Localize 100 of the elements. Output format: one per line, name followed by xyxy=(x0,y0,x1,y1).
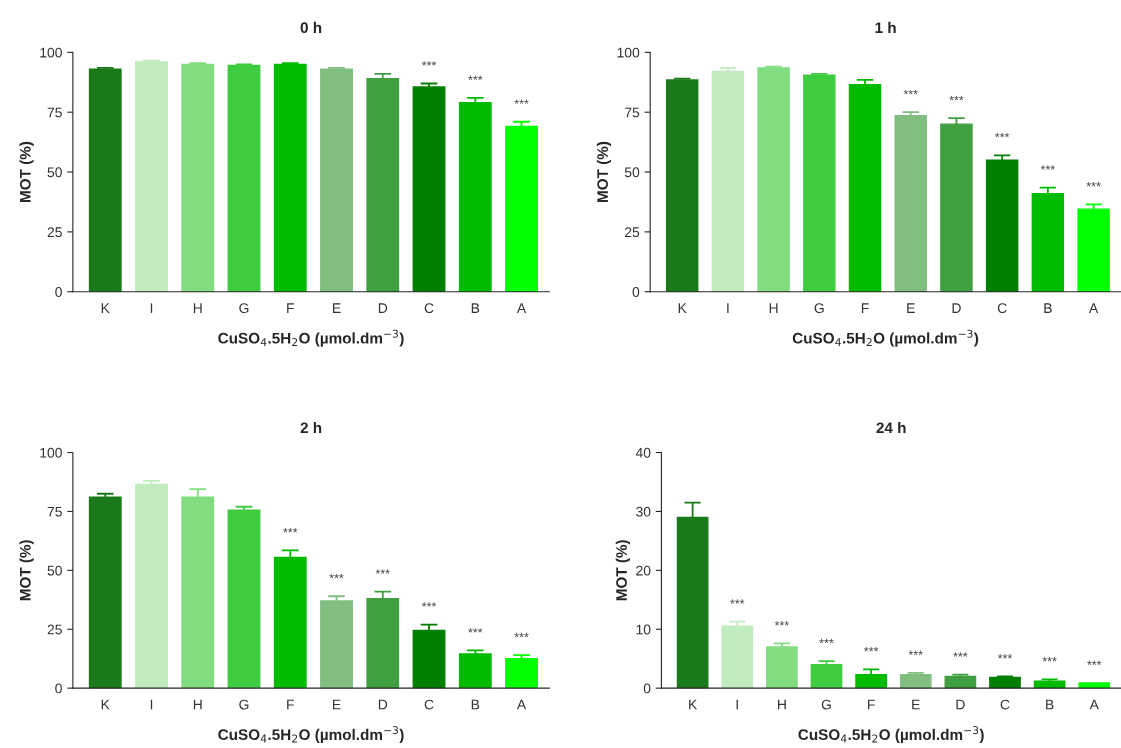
y-tick-label: 100 xyxy=(40,47,62,58)
bar xyxy=(1031,192,1065,292)
x-axis-title: CuSO$_{4}$.5H$_{2}$O (µmol.dm$^{−3}$) xyxy=(218,726,404,744)
x-tick-label: G xyxy=(821,699,831,710)
bar xyxy=(458,653,492,689)
bar xyxy=(985,159,1019,292)
bar xyxy=(989,676,1021,689)
bar xyxy=(366,77,400,292)
bar xyxy=(810,663,843,689)
x-tick-label: B xyxy=(471,699,480,710)
bar xyxy=(665,79,699,292)
x-tick-label: D xyxy=(378,303,388,313)
y-tick-label: 10 xyxy=(636,624,651,635)
x-tick-label: H xyxy=(777,699,786,710)
annotation: *** xyxy=(421,602,437,607)
y-tick-label: 0 xyxy=(643,683,651,694)
x-tick-label: E xyxy=(333,699,341,710)
y-tick-label: 75 xyxy=(625,107,640,118)
bar xyxy=(1077,208,1110,292)
x-axis-title: CuSO$_{4}$.5H$_{2}$O (µmol.dm$^{−3}$) xyxy=(792,329,979,347)
chart-title: 0 h xyxy=(300,21,322,34)
bar xyxy=(757,67,790,292)
annotation: *** xyxy=(375,569,390,574)
annotation: *** xyxy=(1040,165,1055,170)
bar xyxy=(458,101,492,292)
y-tick-label: 100 xyxy=(617,47,640,58)
y-axis-title: MOT (%) xyxy=(615,540,630,601)
x-tick-label: K xyxy=(101,303,110,313)
y-tick-label: 30 xyxy=(636,506,651,517)
bar xyxy=(1078,682,1111,689)
bar xyxy=(940,123,973,292)
annotation: *** xyxy=(819,638,834,644)
bar xyxy=(848,83,882,292)
x-tick-label: B xyxy=(471,303,480,313)
annotation: *** xyxy=(1086,182,1101,187)
y-tick-label: 25 xyxy=(47,624,62,635)
annotation: *** xyxy=(995,132,1010,138)
x-tick-label: A xyxy=(1088,303,1099,313)
annotation: *** xyxy=(864,647,879,652)
y-tick-label: 20 xyxy=(636,565,651,576)
x-tick-label: D xyxy=(378,699,388,710)
x-tick-label: F xyxy=(861,303,869,313)
bar xyxy=(412,86,446,292)
annotation: *** xyxy=(421,61,437,66)
annotation: *** xyxy=(730,599,745,604)
x-tick-label: C xyxy=(997,303,1007,314)
y-axis-title: MOT (%) xyxy=(19,141,34,202)
x-tick-label: G xyxy=(239,699,249,710)
annotation: *** xyxy=(283,528,298,533)
y-tick-label: 0 xyxy=(632,287,640,297)
x-tick-label: H xyxy=(193,699,202,710)
y-axis-title: MOT (%) xyxy=(596,141,612,202)
x-tick-label: F xyxy=(287,699,294,710)
annotation: *** xyxy=(514,99,529,104)
bar xyxy=(320,600,353,689)
y-tick-label: 0 xyxy=(55,287,62,297)
x-tick-label: K xyxy=(101,699,110,710)
x-tick-label: K xyxy=(678,303,687,313)
x-tick-label: A xyxy=(516,699,527,710)
x-tick-label: A xyxy=(516,303,527,313)
x-tick-label: C xyxy=(424,303,434,314)
y-tick-label: 75 xyxy=(47,506,62,517)
bar xyxy=(273,63,307,292)
bar xyxy=(766,646,798,689)
bar xyxy=(227,509,261,689)
x-tick-label: H xyxy=(769,303,778,313)
x-axis-title: CuSO$_{4}$.5H$_{2}$O (µmol.dm$^{−3}$) xyxy=(218,329,404,347)
annotation: *** xyxy=(468,628,483,633)
x-tick-label: G xyxy=(814,303,824,314)
x-tick-label: E xyxy=(912,699,920,710)
annotation: *** xyxy=(1042,657,1057,662)
bar xyxy=(135,61,168,292)
x-tick-label: I xyxy=(150,303,153,313)
bar xyxy=(505,658,538,689)
annotation: *** xyxy=(514,632,529,638)
x-tick-label: D xyxy=(956,699,965,710)
y-axis-title: MOT (%) xyxy=(19,540,34,601)
x-tick-label: E xyxy=(907,303,915,313)
x-tick-label: D xyxy=(952,303,961,313)
x-tick-label: H xyxy=(193,303,202,313)
bar xyxy=(721,625,754,689)
bar xyxy=(894,115,927,292)
bar xyxy=(181,63,215,292)
bar xyxy=(1033,680,1066,689)
x-tick-label: A xyxy=(1089,699,1099,710)
bar xyxy=(88,68,122,292)
bar xyxy=(135,483,168,689)
x-tick-label: E xyxy=(333,303,341,313)
bar xyxy=(803,74,836,292)
annotation: *** xyxy=(953,652,968,657)
y-tick-label: 100 xyxy=(40,447,62,458)
y-tick-label: 50 xyxy=(47,565,62,576)
x-tick-label: G xyxy=(239,303,249,314)
annotation: *** xyxy=(1087,660,1102,665)
y-tick-label: 50 xyxy=(47,167,62,178)
x-tick-label: F xyxy=(287,303,294,313)
x-tick-label: C xyxy=(1000,699,1010,710)
bar xyxy=(855,673,887,689)
x-tick-label: I xyxy=(150,699,153,710)
y-tick-label: 25 xyxy=(625,227,640,238)
